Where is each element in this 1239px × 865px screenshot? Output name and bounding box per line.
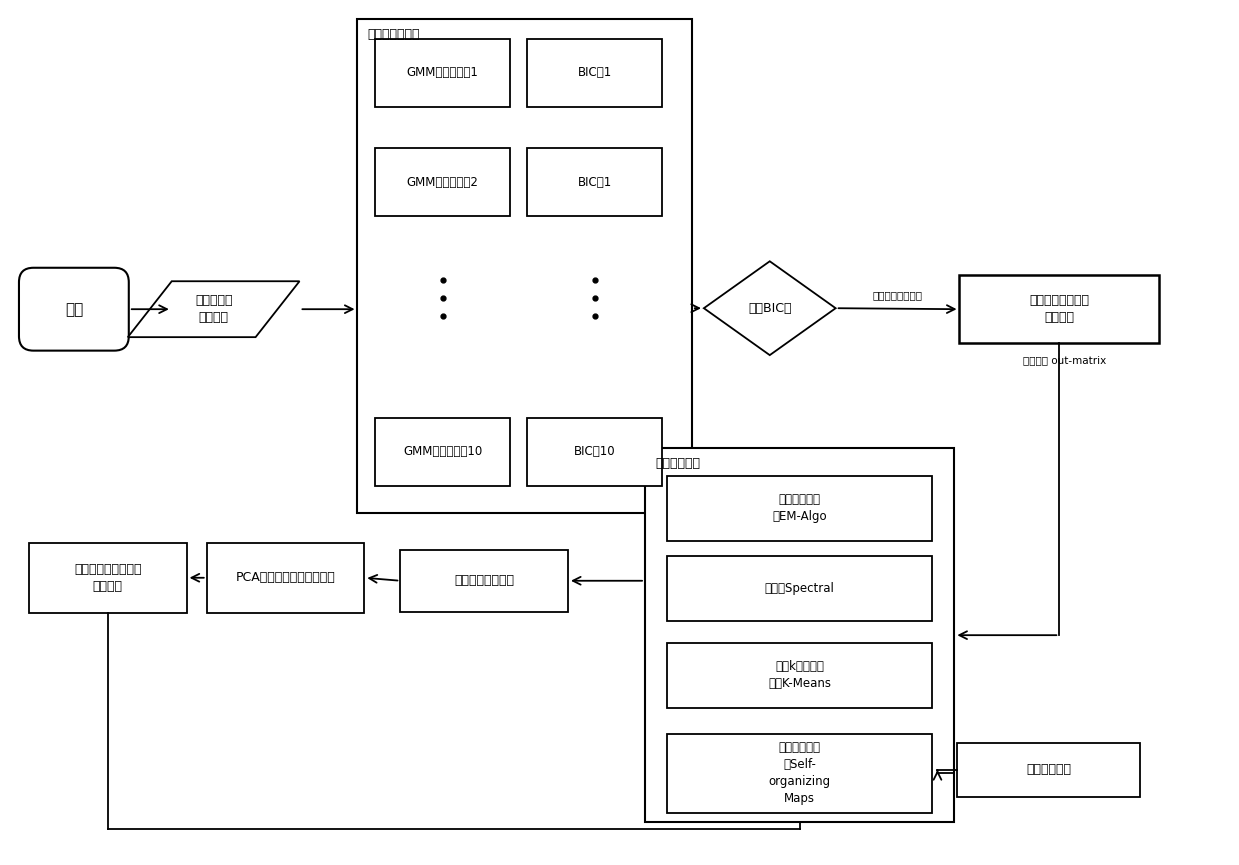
Text: 比较BIC值: 比较BIC值 [748, 302, 792, 315]
Text: 最大值模型聚类数: 最大值模型聚类数 [872, 291, 923, 300]
Bar [959, 275, 1160, 343]
Text: PCA成分分层分数矩阵计算: PCA成分分层分数矩阵计算 [235, 571, 336, 584]
Bar [667, 643, 933, 708]
Text: 无监督极限学习机
特征学习: 无监督极限学习机 特征学习 [1030, 294, 1089, 324]
Bar [400, 550, 569, 612]
Text: 平衡k均値聚类
方法K-Means: 平衡k均値聚类 方法K-Means [768, 660, 831, 690]
Text: 开始: 开始 [64, 302, 83, 317]
Text: 得分系数归一化分配
聚类权重: 得分系数归一化分配 聚类权重 [74, 563, 141, 593]
Bar [527, 149, 662, 216]
Text: BIC值10: BIC值10 [574, 445, 616, 458]
Text: 标签化数据
特征采集: 标签化数据 特征采集 [195, 294, 233, 324]
Text: 聚类容器嵌入: 聚类容器嵌入 [655, 458, 700, 471]
Text: GMM假定聚类数1: GMM假定聚类数1 [406, 66, 478, 79]
Text: 贝叶斯最优模型: 贝叶斯最优模型 [368, 29, 420, 42]
Bar [375, 39, 510, 106]
Text: BIC倃1: BIC倃1 [577, 66, 612, 79]
FancyBboxPatch shape [19, 268, 129, 350]
Text: 谐聚类Spectral: 谐聚类Spectral [764, 582, 835, 595]
Bar [958, 742, 1140, 798]
Text: 输出矩阵 out-matrix: 输出矩阵 out-matrix [1022, 356, 1106, 365]
Bar [28, 543, 187, 612]
Bar [375, 149, 510, 216]
Text: 四维聚类精度矩阵: 四维聚类精度矩阵 [455, 574, 514, 587]
Bar [527, 39, 662, 106]
Bar [527, 418, 662, 486]
Bar [375, 418, 510, 486]
Bar [667, 556, 933, 621]
Polygon shape [128, 281, 300, 337]
Text: 聚类融合精度: 聚类融合精度 [1026, 764, 1072, 777]
Bar [357, 19, 691, 513]
Text: BIC倃1: BIC倃1 [577, 176, 612, 189]
Text: 期望最大化方
法EM-Algo: 期望最大化方 法EM-Algo [772, 493, 826, 523]
Bar [667, 734, 933, 813]
Bar [667, 476, 933, 541]
Bar [646, 448, 954, 823]
Text: GMM假定聚类攇10: GMM假定聚类攇10 [403, 445, 482, 458]
Text: 自组织映射方
法Self-
organizing
Maps: 自组织映射方 法Self- organizing Maps [768, 741, 831, 805]
Polygon shape [704, 261, 835, 356]
Text: GMM假定聚类数2: GMM假定聚类数2 [406, 176, 478, 189]
Bar [207, 543, 364, 612]
